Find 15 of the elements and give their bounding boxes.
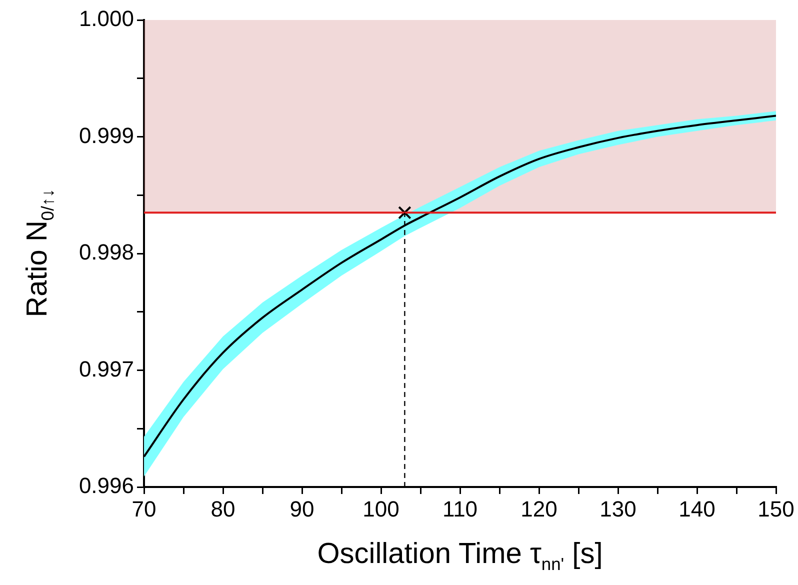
x-tick-label: 110 xyxy=(442,496,478,522)
y-tick-label: 0.998 xyxy=(78,240,134,265)
y-tick-label: 1.000 xyxy=(78,6,134,32)
x-tick-label: 90 xyxy=(290,496,314,522)
x-tick-label: 130 xyxy=(600,496,636,522)
y-tick-label: 0.997 xyxy=(78,356,134,382)
x-tick-label: 140 xyxy=(678,496,716,522)
x-tick-label: 100 xyxy=(362,496,400,522)
x-tick-label: 120 xyxy=(520,496,558,522)
x-tick-label: 80 xyxy=(210,496,236,522)
x-tick-label: 70 xyxy=(132,496,156,522)
y-tick-label: 0.996 xyxy=(78,473,134,498)
y-tick-label: 0.999 xyxy=(78,122,134,148)
x-tick-label: 150 xyxy=(758,496,794,522)
x-axis-title: Oscillation Time τ$_{nn'}$ [s] xyxy=(316,538,604,575)
